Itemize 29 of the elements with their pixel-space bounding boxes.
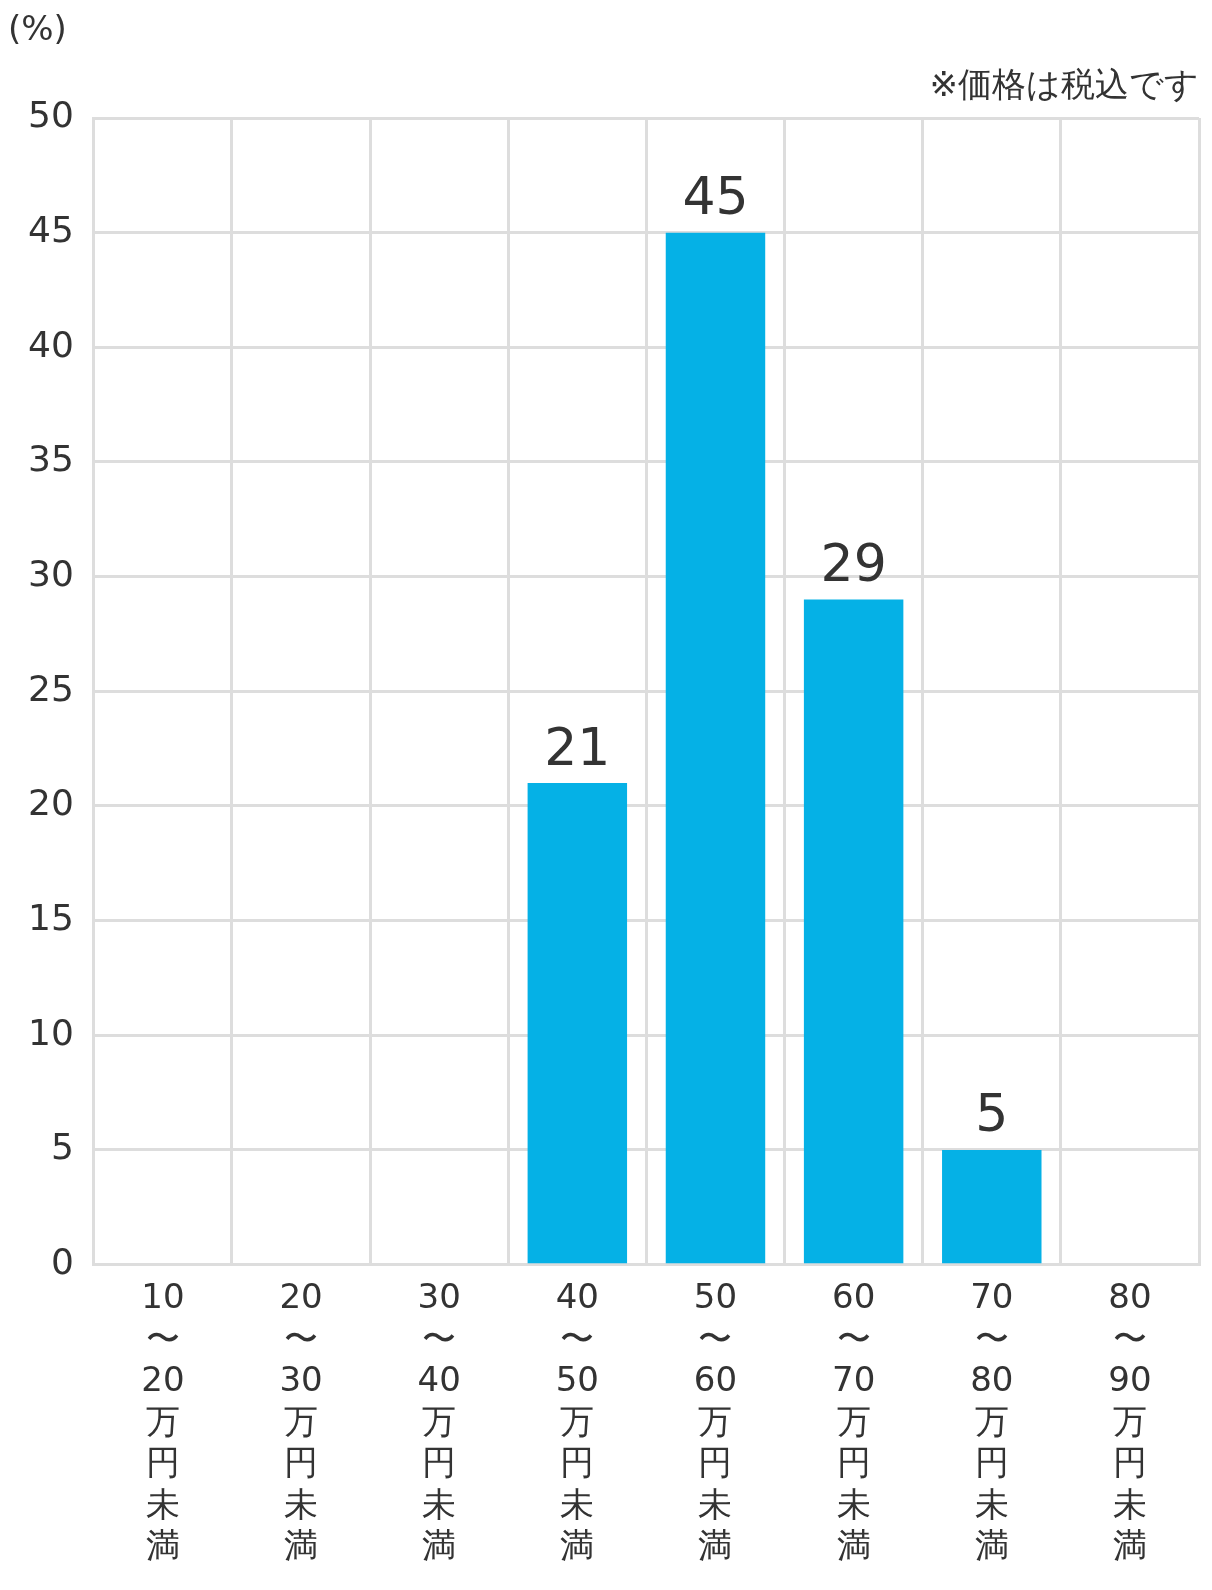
x-tick-label: 40〜50万円未満 [555,1276,599,1566]
x-tick-label: 10〜20万円未満 [141,1276,185,1566]
y-axis-title: (%) [8,7,67,48]
x-tick-label: 70〜80万円未満 [970,1276,1014,1566]
data-label: 21 [544,716,611,777]
y-tick-label: 0 [50,1241,74,1282]
bar [527,783,628,1264]
y-tick-label: 50 [28,94,74,136]
bar [803,599,904,1264]
data-label: 5 [975,1083,1009,1144]
x-tick-label: 20〜30万円未満 [279,1276,323,1566]
y-tick-label: 45 [28,209,74,251]
x-tick-label: 30〜40万円未満 [417,1276,461,1566]
data-label: 45 [682,166,749,227]
y-tick-label: 25 [28,667,74,709]
text: ※価格は税込です [929,63,1199,104]
x-tick-label: 60〜70万円未満 [831,1276,876,1566]
bar [665,232,766,1264]
y-tick-label: 40 [28,323,74,365]
data-label: 29 [820,533,887,594]
bar [942,1149,1042,1264]
y-tick-label: 5 [50,1126,74,1168]
y-tick-label: 15 [28,897,74,939]
y-tick-label: 10 [28,1011,74,1053]
x-tick-label: 80〜90万円未満 [1108,1276,1152,1566]
y-tick-label: 30 [28,553,74,595]
y-tick-label: 35 [28,438,74,480]
x-tick-label: 50〜60万円未満 [693,1276,738,1566]
y-tick-label: 20 [28,782,74,824]
